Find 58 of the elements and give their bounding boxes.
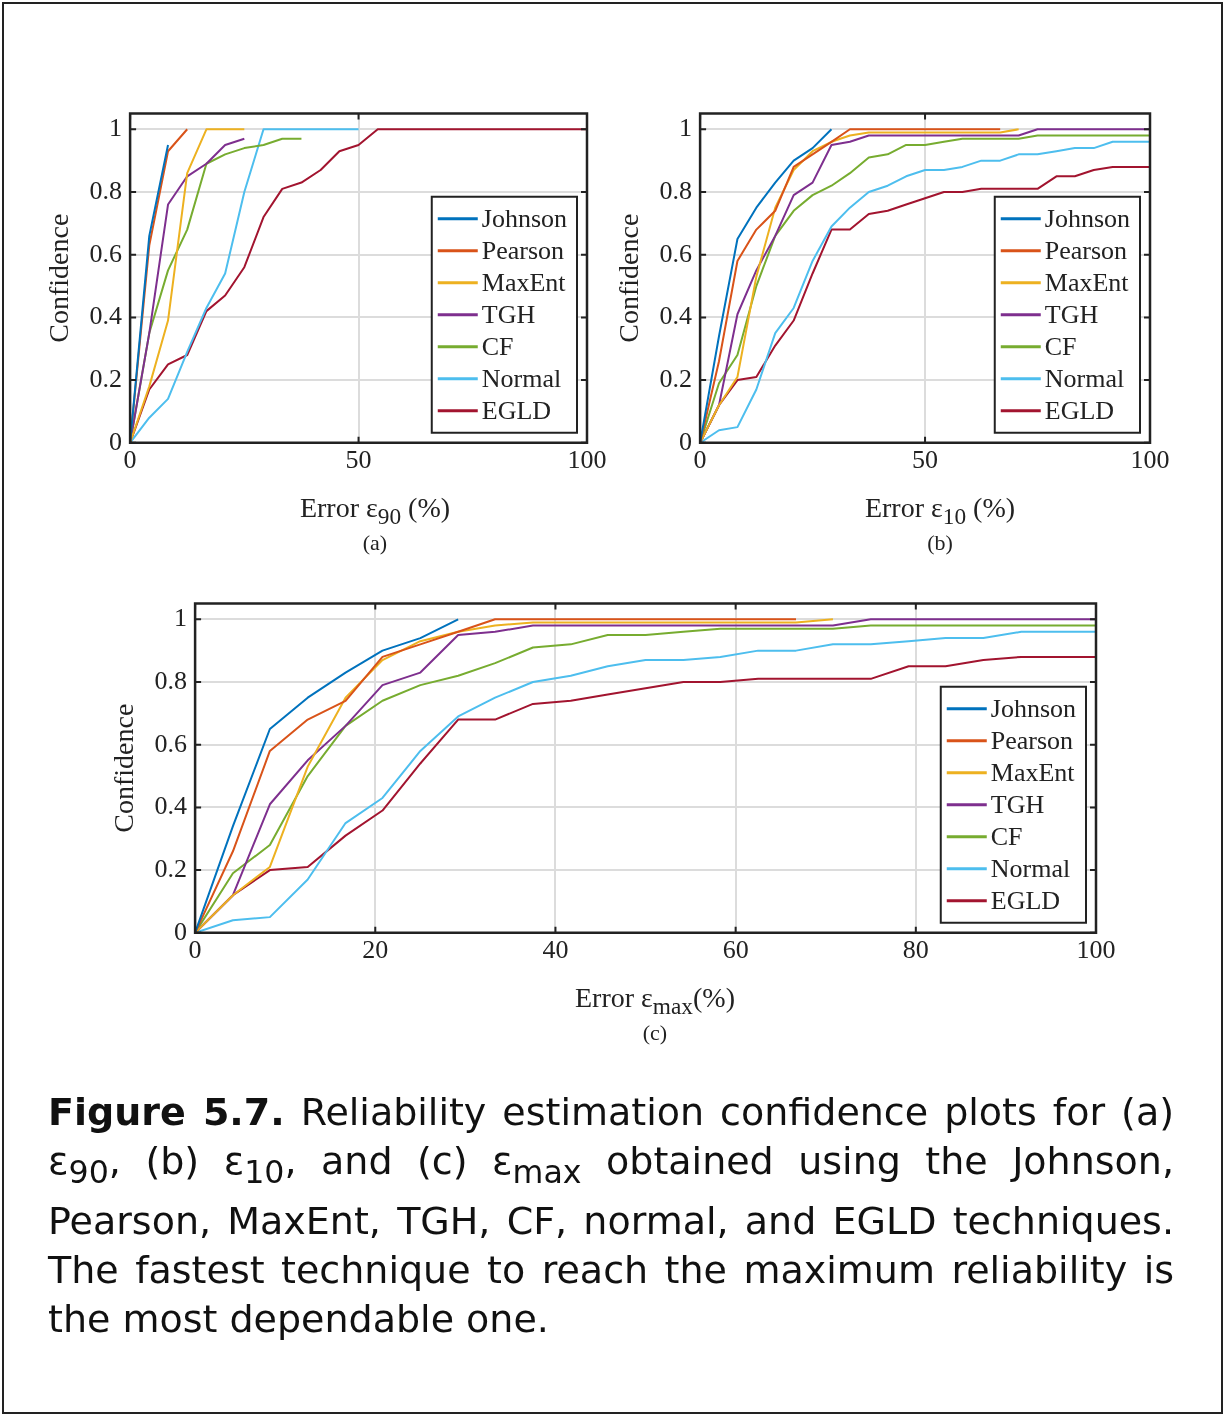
- legend-label: CF: [990, 821, 1023, 851]
- legend-label: MaxEnt: [990, 757, 1076, 787]
- x-axis-title: Error ε$_{90}$ (%): [298, 492, 452, 530]
- y-tick-label: 0: [679, 426, 693, 456]
- legend-label: Pearson: [481, 235, 565, 265]
- text: (a): [361, 530, 389, 556]
- legend-label: TGH: [1044, 299, 1099, 329]
- y-axis-title: Confidence: [613, 213, 645, 343]
- legend-label: MaxEnt: [1044, 267, 1130, 297]
- x-tick-label: 100: [1130, 445, 1170, 475]
- y-tick-label: 0.8: [659, 175, 693, 205]
- y-axis-title: Confidence: [108, 703, 140, 833]
- y-tick-label: 0.2: [659, 363, 693, 393]
- legend-label: Johnson: [990, 693, 1077, 723]
- legend-label: Pearson: [990, 725, 1074, 755]
- legend-label: Pearson: [1044, 235, 1128, 265]
- x-tick-label: 40: [542, 935, 569, 965]
- caption: Figure 5.7.: [48, 1090, 285, 1134]
- text: (c): [641, 1020, 669, 1046]
- x-axis-title: Error ε$_{10}$ (%): [863, 492, 1017, 530]
- y-tick-label: 1: [679, 113, 693, 143]
- x-tick-label: 100: [567, 445, 607, 475]
- y-tick-label: 0.6: [89, 238, 123, 268]
- y-tick-label: 0.4: [659, 301, 693, 331]
- legend-label: EGLD: [481, 395, 552, 425]
- y-tick-label: 0.8: [89, 175, 123, 205]
- y-tick-label: 0.2: [89, 363, 123, 393]
- y-tick-label: 0.4: [89, 301, 123, 331]
- y-tick-label: 0.8: [154, 665, 188, 695]
- y-tick-label: 0.6: [154, 728, 188, 758]
- y-tick-label: 1: [109, 113, 123, 143]
- legend-label: CF: [481, 331, 514, 361]
- legend-label: Normal: [990, 853, 1071, 883]
- x-tick-label: 20: [362, 935, 389, 965]
- x-tick-label: 60: [722, 935, 749, 965]
- y-tick-label: 1: [174, 603, 188, 633]
- x-tick-label: 50: [345, 445, 372, 475]
- legend-label: TGH: [990, 789, 1045, 819]
- x-axis-title: Error ε$_{max}$(%): [574, 982, 736, 1020]
- x-tick-label: 100: [1076, 935, 1116, 965]
- x-tick-label: 50: [912, 445, 939, 475]
- legend-label: CF: [1044, 331, 1077, 361]
- legend-label: EGLD: [1044, 395, 1115, 425]
- legend-label: EGLD: [990, 885, 1061, 915]
- legend-label: TGH: [481, 299, 536, 329]
- y-tick-label: 0.4: [154, 791, 188, 821]
- legend-label: MaxEnt: [481, 267, 567, 297]
- legend-label: Normal: [481, 363, 562, 393]
- x-tick-label: 80: [902, 935, 929, 965]
- legend-label: Normal: [1044, 363, 1125, 393]
- legend-label: Johnson: [481, 203, 568, 233]
- y-tick-label: 0: [174, 916, 188, 946]
- text: (b): [926, 530, 954, 556]
- y-tick-label: 0.2: [154, 853, 188, 883]
- legend-label: Johnson: [1044, 203, 1131, 233]
- y-tick-label: 0: [109, 426, 123, 456]
- y-tick-label: 0.6: [659, 238, 693, 268]
- y-axis-title: Confidence: [43, 213, 75, 343]
